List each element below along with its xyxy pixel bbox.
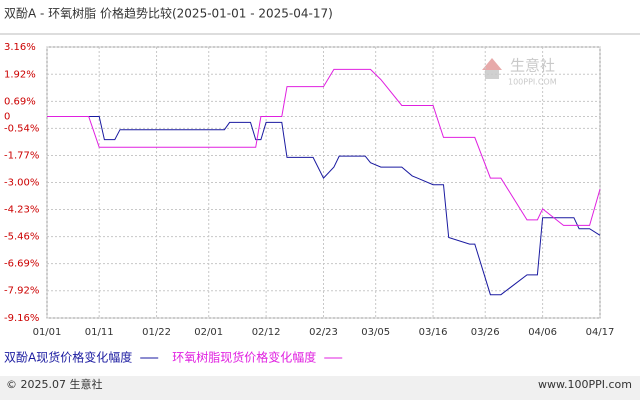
y-tick-label: 1.92%: [4, 69, 36, 80]
y-tick-label: -3.00%: [4, 178, 39, 189]
y-tick-label: -1.77%: [4, 150, 39, 161]
x-tick-label: 01/22: [142, 327, 171, 338]
y-tick-label: -5.46%: [4, 232, 39, 243]
series-line: [47, 116, 601, 296]
y-tick-label: -0.54%: [4, 123, 39, 134]
x-tick-label: 01/11: [85, 327, 114, 338]
x-tick-label: 02/12: [252, 327, 281, 338]
y-tick-label: -9.16%: [4, 313, 39, 324]
footer-left: © 2025.07 生意社: [6, 377, 102, 391]
x-tick-label: 03/26: [471, 327, 500, 338]
y-tick-label: 0: [4, 112, 10, 123]
watermark-text: 生意社: [510, 57, 555, 75]
y-tick-label: -7.92%: [4, 286, 39, 297]
x-tick-label: 03/05: [361, 327, 390, 338]
series-line: [47, 68, 601, 226]
legend-label: 双酚A现货价格变化幅度: [4, 350, 132, 365]
y-tick-label: 0.69%: [4, 96, 36, 107]
chart-title: 双酚A - 环氧树脂 价格趋势比较(2025-01-01 - 2025-04-1…: [4, 6, 333, 21]
legend-label: 环氧树脂现货价格变化幅度: [172, 350, 316, 365]
footer-right: www.100PPI.com: [538, 378, 632, 391]
watermark: 生意社 100PPI.COM: [482, 57, 557, 87]
y-tick-label: -6.69%: [4, 259, 39, 270]
x-tick-label: 01/01: [33, 327, 62, 338]
y-tick-label: 3.16%: [4, 42, 36, 53]
x-tick-label: 02/01: [194, 327, 223, 338]
watermark-icon: [482, 58, 502, 70]
watermark-site: 100PPI.COM: [508, 78, 557, 87]
y-tick-label: -4.23%: [4, 205, 39, 216]
footer-bar: [0, 376, 640, 400]
x-tick-label: 04/17: [586, 327, 615, 338]
x-tick-label: 02/23: [309, 327, 338, 338]
x-tick-label: 04/06: [528, 327, 557, 338]
x-tick-label: 03/16: [419, 327, 448, 338]
